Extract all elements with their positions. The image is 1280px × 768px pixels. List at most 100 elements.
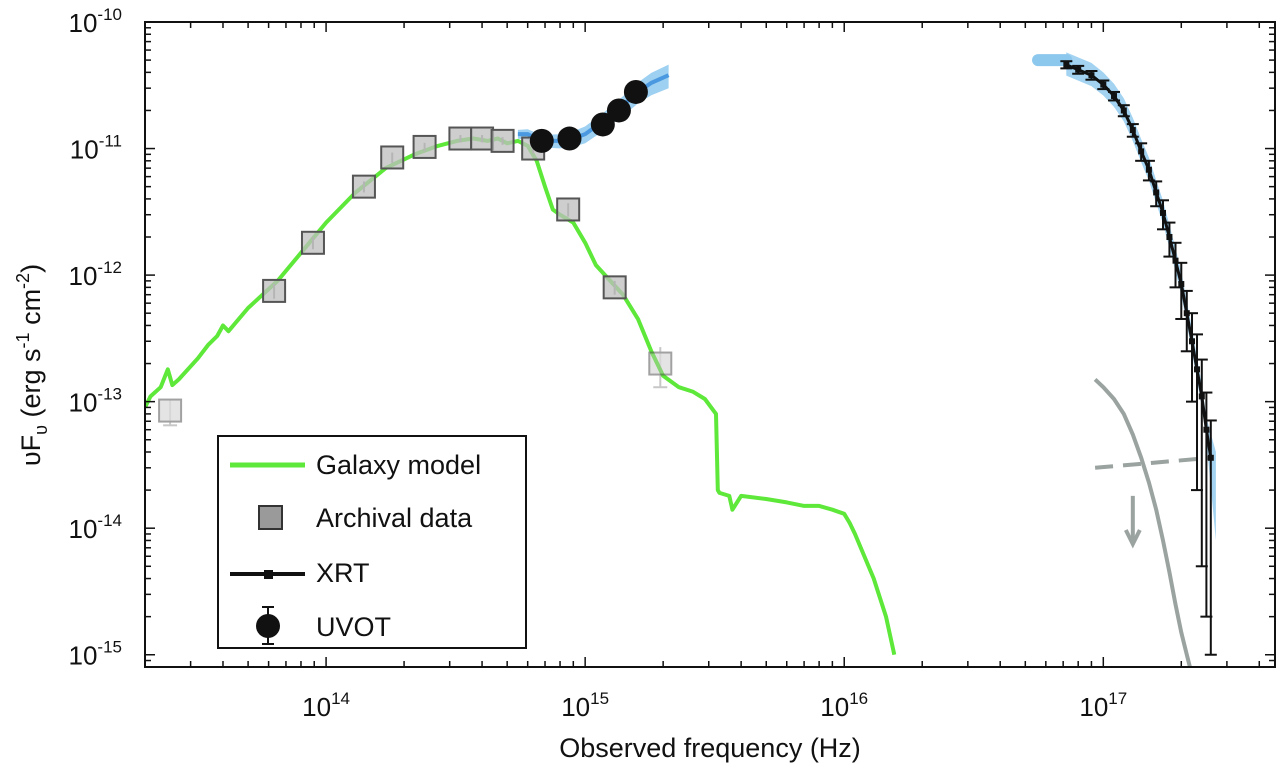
legend-uvot-label: UVOT [316, 612, 391, 642]
archival-point [648, 351, 673, 376]
xrt-point [1063, 61, 1070, 68]
x-tick-exp: 16 [849, 689, 868, 708]
y-tick-label: 10-12 [69, 258, 123, 291]
archival-point [602, 275, 627, 300]
x-tick-exp: 17 [1108, 689, 1127, 708]
xrt-point [1088, 72, 1095, 79]
archival-point-group [412, 134, 437, 159]
archival-point [262, 278, 287, 303]
y-tick-exp: -10 [97, 5, 122, 24]
y-tick-base: 10 [69, 261, 98, 291]
archival-point-group [602, 275, 627, 300]
x-tick-label: 1014 [302, 689, 350, 722]
uvot-point [606, 98, 631, 123]
xrt-point [1129, 127, 1136, 134]
archival-point-group [158, 398, 183, 427]
upper-limit-arrow-head [1124, 529, 1142, 549]
xrt-point [1194, 366, 1201, 373]
y-tick-exp: -12 [97, 258, 122, 277]
archival-point-group [470, 126, 495, 151]
archival-point [448, 126, 473, 151]
legend-box [217, 435, 527, 649]
xrt-point [1207, 454, 1214, 461]
archival-point-group [448, 126, 473, 151]
axis-tick-labels: 1014 1015 1016 101710-1010-1110-1210-1310-1… [69, 5, 1128, 722]
archival-point [380, 145, 405, 170]
archival-point [300, 230, 325, 255]
xrt-point [1120, 107, 1127, 114]
y-tick-label: 10-15 [69, 638, 123, 671]
y-axis-title-units2: cm [16, 289, 46, 333]
y-axis-title-units: (erg s [16, 348, 46, 425]
xrt-point [1153, 189, 1160, 196]
legend-xrt-swatch-marker [264, 570, 273, 579]
y-tick-base: 10 [69, 514, 98, 544]
y-tick-exp: -14 [97, 511, 122, 530]
y-tick-base: 10 [69, 641, 98, 671]
x-tick-exp: 14 [331, 689, 350, 708]
y-axis-title-sub: υ [31, 425, 51, 435]
archival-point-group [648, 347, 673, 389]
archival-point [158, 398, 183, 423]
y-tick-base: 10 [70, 135, 99, 165]
x-tick-exp: 15 [590, 689, 609, 708]
legend-archival-swatch [258, 505, 283, 530]
xrt-point [1166, 234, 1173, 240]
legend-galaxy-label: Galaxy model [316, 450, 481, 480]
y-tick-exp: -11 [99, 132, 122, 151]
legend-uvot-swatch-marker [256, 614, 280, 638]
xrt-point [1100, 81, 1107, 88]
x-tick-label: 1015 [561, 689, 609, 722]
y-axis-title-main: υF [16, 435, 46, 466]
archival-point [556, 197, 581, 222]
xrt-point [1145, 166, 1152, 173]
uvot-point [529, 128, 554, 153]
xrt-point [1178, 281, 1185, 288]
archival-point-group [556, 197, 581, 222]
x-tick-label: 1017 [1079, 689, 1127, 722]
y-axis-title-exp1: -1 [13, 332, 33, 348]
y-axis-title-units3: ) [16, 264, 46, 273]
y-tick-label: 10-14 [69, 511, 123, 544]
y-axis-title: υFυ (erg s-1 cm-2) [13, 264, 51, 466]
x-tick-base: 10 [561, 692, 590, 722]
legend: Galaxy model Archival data XRT UVOT [217, 435, 527, 649]
axis-ticks [144, 21, 1275, 668]
x-tick-base: 10 [820, 692, 849, 722]
xrt-point [1198, 393, 1205, 400]
y-tick-exp: -13 [97, 385, 122, 404]
archival-point-group [262, 278, 287, 303]
x-tick-label: 1016 [820, 689, 868, 722]
uvot-point [557, 126, 582, 151]
archival-point [412, 134, 437, 159]
xrt-model-band [1066, 52, 1216, 541]
plot-clip-group [145, 52, 1217, 667]
xrt-point [1189, 338, 1196, 345]
uvot-point [590, 112, 615, 137]
y-tick-base: 10 [69, 8, 98, 38]
uvot-point [623, 79, 648, 104]
xrt-point [1075, 66, 1082, 73]
x-tick-base: 10 [1079, 692, 1108, 722]
x-tick-base: 10 [302, 692, 331, 722]
plot-frame [144, 21, 1276, 668]
archival-point-group [300, 230, 325, 255]
archival-point [490, 128, 515, 153]
xrt-point [1138, 148, 1145, 155]
y-axis-title-exp2: -2 [13, 273, 33, 289]
data-markers [158, 60, 1217, 656]
xrt-point [1111, 93, 1118, 100]
component-curve-dashed [1094, 455, 1211, 470]
y-tick-label: 10-10 [69, 5, 123, 38]
x-axis-title: Observed frequency (Hz) [559, 733, 861, 763]
y-axis-title-group: υFυ (erg s-1 cm-2) [13, 264, 51, 466]
archival-point-group [380, 145, 405, 170]
y-tick-base: 10 [69, 388, 98, 418]
archival-point-group [351, 174, 376, 199]
y-tick-exp: -15 [97, 638, 122, 657]
y-tick-label: 10-13 [69, 385, 123, 418]
archival-point [351, 174, 376, 199]
xrt-point [1160, 209, 1167, 216]
archival-point-group [490, 128, 515, 153]
